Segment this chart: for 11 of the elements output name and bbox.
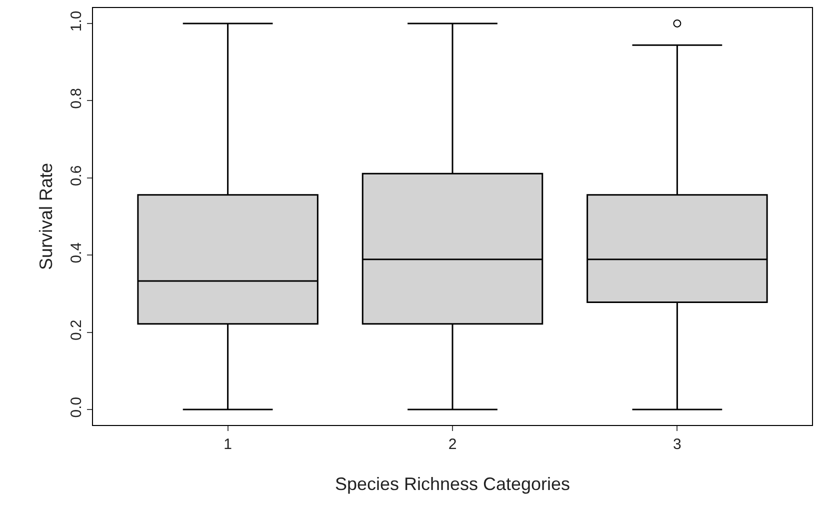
x-tick-label: 3 bbox=[673, 436, 682, 453]
y-tick-label: 0.4 bbox=[68, 242, 85, 264]
y-tick-label: 0.6 bbox=[68, 165, 85, 186]
x-tick-label: 2 bbox=[448, 436, 457, 453]
y-tick-label: 0.2 bbox=[68, 320, 85, 341]
x-axis-title: Species Richness Categories bbox=[334, 474, 570, 494]
y-tick-label: 1.0 bbox=[68, 10, 85, 32]
x-tick-label: 1 bbox=[224, 436, 232, 453]
y-tick-label: 0.8 bbox=[68, 88, 85, 109]
y-tick-label: 0.0 bbox=[68, 396, 85, 418]
y-axis-title: Survival Rate bbox=[36, 162, 56, 270]
